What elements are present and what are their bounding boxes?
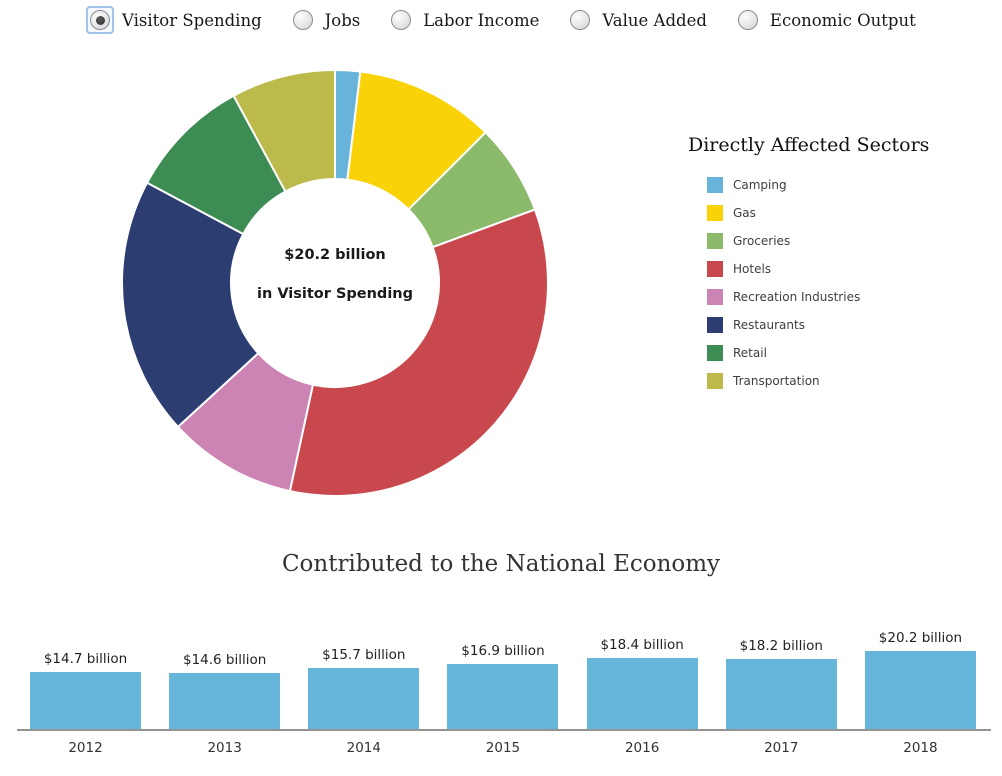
donut-chart	[121, 68, 549, 497]
x-axis-labels: 2012 2013 2014 2015 2016 2017 2018	[30, 731, 976, 756]
x-axis-line	[17, 729, 991, 731]
legend-swatch-hotels	[707, 261, 723, 277]
donut-slice-restaurants[interactable]	[121, 181, 260, 429]
legend-item-groceries[interactable]: Groceries	[707, 233, 929, 249]
metric-radio-group: Visitor Spending Jobs Labor Income Value Ad…	[86, 6, 916, 34]
bar-column-2015: $16.9 billion	[447, 642, 559, 729]
radio-unselected-icon	[391, 10, 412, 30]
legend-item-restaurants[interactable]: Restaurants	[707, 317, 929, 333]
legend-swatch-retail	[707, 345, 723, 361]
legend-title: Directly Affected Sectors	[688, 134, 930, 156]
bar-2012[interactable]	[30, 672, 141, 729]
radio-option-visitor-spending[interactable]: Visitor Spending	[86, 6, 262, 34]
legend-label: Gas	[733, 206, 756, 220]
radio-unselected-icon	[570, 10, 591, 30]
x-axis-tick-label: 2017	[764, 740, 799, 756]
legend-swatch-gas	[707, 205, 723, 221]
legend-label: Groceries	[733, 234, 791, 248]
bar-column-2018: $20.2 billion	[864, 630, 976, 729]
bar-value-label: $18.4 billion	[600, 637, 684, 653]
legend-item-transportation[interactable]: Transportation	[707, 373, 929, 389]
bar-value-label: $15.7 billion	[322, 647, 406, 664]
legend-label: Camping	[733, 178, 787, 192]
bar-value-label: $14.6 billion	[182, 651, 267, 668]
legend-label: Restaurants	[733, 318, 805, 332]
legend-swatch-groceries	[707, 233, 723, 249]
legend-label: Recreation Industries	[733, 290, 861, 304]
bar-2017[interactable]	[725, 658, 837, 729]
radio-option-jobs[interactable]: Jobs	[289, 6, 361, 34]
bar-value-label: $14.7 billion	[43, 651, 128, 668]
radio-option-label: Labor Income	[423, 10, 540, 30]
radio-unselected-icon	[737, 10, 758, 30]
bar-value-label: $18.2 billion	[739, 637, 823, 654]
legend-swatch-recreation-industries	[707, 289, 723, 305]
bar-column-2013: $14.6 billion	[169, 651, 281, 729]
radio-option-label: Visitor Spending	[122, 10, 262, 30]
bar-column-2014: $15.7 billion	[308, 647, 420, 729]
donut-slice-transportation[interactable]	[232, 68, 336, 193]
bar-column-2016: $18.4 billion	[586, 637, 698, 729]
x-axis-tick-label: 2018	[903, 740, 938, 756]
bar-column-2017: $18.2 billion	[725, 637, 837, 729]
legend-item-camping[interactable]: Camping	[707, 177, 929, 193]
bar-2014[interactable]	[308, 668, 420, 729]
x-axis-tick-label: 2013	[207, 740, 242, 756]
radio-option-label: Jobs	[324, 10, 361, 30]
radio-option-label: Value Added	[602, 10, 707, 30]
bar-chart: $14.7 billion $14.6 billion $15.7 billion $…	[17, 628, 991, 756]
legend-item-retail[interactable]: Retail	[707, 345, 929, 361]
legend-label: Transportation	[733, 374, 820, 388]
radio-button-icon	[566, 6, 594, 34]
legend-label: Retail	[733, 346, 767, 360]
x-axis-tick-label: 2015	[485, 740, 521, 756]
radio-unselected-icon	[292, 10, 313, 30]
bar-chart-title: Contributed to the National Economy	[281, 551, 721, 577]
radio-option-label: Economic Output	[769, 10, 916, 30]
radio-button-icon	[86, 6, 114, 34]
bar-column-2012: $14.7 billion	[30, 651, 141, 729]
legend-item-hotels[interactable]: Hotels	[707, 261, 929, 277]
legend-item-gas[interactable]: Gas	[707, 205, 929, 221]
radio-button-icon	[734, 6, 762, 34]
bar-2015[interactable]	[447, 663, 559, 729]
bar-2018[interactable]	[864, 651, 976, 729]
radio-dot-icon	[95, 15, 105, 25]
legend-item-recreation-industries[interactable]: Recreation Industries	[707, 289, 929, 305]
legend-label: Hotels	[733, 262, 772, 276]
donut-center-label: $20.2 billion in Visitor Spending	[225, 247, 445, 302]
legend-swatch-transportation	[707, 373, 723, 389]
bar-2013[interactable]	[169, 672, 281, 729]
radio-selected-icon	[90, 10, 110, 30]
legend-items: Camping Gas Groceries Hotels Recreation Indu…	[688, 177, 929, 389]
donut-center-metric: in Visitor Spending	[256, 286, 413, 302]
legend: Directly Affected Sectors Camping Gas Groc…	[688, 134, 929, 401]
legend-swatch-restaurants	[707, 317, 723, 333]
x-axis-tick-label: 2014	[346, 740, 381, 756]
bars-row: $14.7 billion $14.6 billion $15.7 billion $…	[30, 628, 976, 729]
radio-option-labor-income[interactable]: Labor Income	[387, 6, 539, 34]
radio-button-icon	[387, 6, 415, 34]
bar-2016[interactable]	[586, 658, 698, 729]
radio-option-value-added[interactable]: Value Added	[566, 6, 707, 34]
radio-button-icon	[289, 6, 317, 34]
legend-swatch-camping	[707, 177, 723, 193]
donut-center-total: $20.2 billion	[284, 247, 386, 263]
bar-value-label: $16.9 billion	[461, 642, 545, 659]
x-axis-tick-label: 2012	[68, 740, 103, 756]
bar-value-label: $20.2 billion	[878, 630, 963, 646]
x-axis-tick-label: 2016	[624, 740, 660, 756]
donut-slice-hotels[interactable]	[288, 208, 549, 497]
radio-option-economic-output[interactable]: Economic Output	[734, 6, 916, 34]
